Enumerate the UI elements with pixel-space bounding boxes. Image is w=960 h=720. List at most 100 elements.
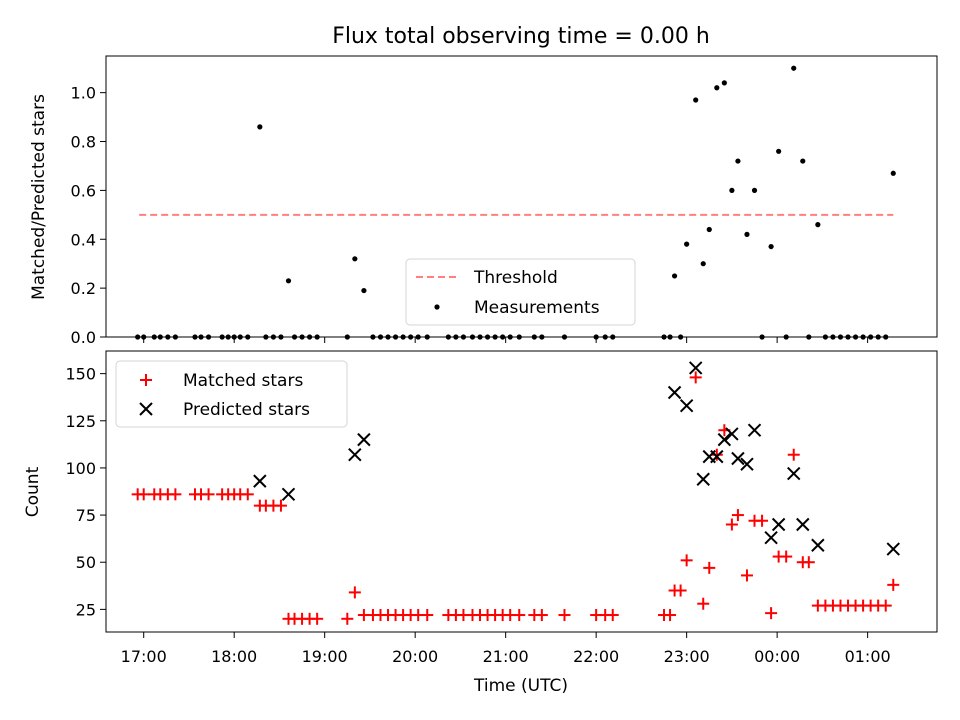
- matched-star-point: [241, 488, 254, 501]
- measurement-point: [714, 85, 720, 91]
- count-xtick-label: 19:00: [302, 647, 348, 666]
- matched-star-point: [765, 607, 778, 620]
- matched-star-point: [137, 488, 150, 501]
- measurement-point: [361, 287, 367, 294]
- measurement-point: [800, 158, 806, 164]
- ratio-panel: 0.0 0.2 0.4 0.6 0.8 1.0 Matched/Predicted sta…: [29, 55, 938, 347]
- measurement-point: [751, 187, 758, 193]
- count-ylabel: Count: [23, 466, 43, 517]
- count-xtick-label: 20:00: [392, 647, 438, 666]
- ratio-ylabel: Matched/Predicted stars: [29, 94, 49, 300]
- count-legend-box: [115, 360, 348, 428]
- ratio-ytick-label: 1.0: [71, 84, 96, 103]
- measurement-point: [693, 97, 699, 103]
- measurement-point: [721, 80, 727, 86]
- measurement-point: [744, 231, 750, 237]
- measurement-point: [257, 124, 263, 130]
- measurement-point: [706, 226, 712, 233]
- measurement-point: [776, 148, 782, 154]
- count-xtick-label: 18:00: [211, 647, 257, 666]
- predicted-star-point: [281, 487, 296, 502]
- matched-star-point: [710, 448, 723, 461]
- ratio-ytick-label: 0.6: [71, 181, 96, 200]
- matched-star-point: [348, 586, 361, 599]
- legend-threshold-label: Threshold: [473, 268, 558, 288]
- count-axes-ticks: 25 50 75 100 125 150 17:00 18:00 19:00 20:00 21:00…: [65, 365, 890, 666]
- matched-star-point: [756, 514, 769, 527]
- predicted-star-point-b: [771, 517, 786, 532]
- count-xtick-label: 22:00: [573, 647, 619, 666]
- legend-predicted-swatch: [139, 402, 153, 416]
- predicted-star-point-b: [357, 432, 371, 447]
- ratio-ytick-label: 0.8: [71, 133, 96, 152]
- predicted-star-point-b: [787, 466, 801, 481]
- ratio-ytick-label: 0.2: [71, 279, 96, 298]
- ratio-axes-frame: [105, 55, 938, 338]
- matched-star-point: [341, 612, 354, 625]
- predicted-star-point-b: [811, 538, 825, 552]
- predicted-star-point: [717, 432, 732, 447]
- predicted-star-point-b: [886, 542, 900, 556]
- matched-star-point: [703, 561, 716, 574]
- count-ytick-label: 50: [76, 553, 96, 572]
- measurement-point: [768, 243, 774, 250]
- predicted-star-point: [253, 474, 267, 488]
- predicted-star-point: [787, 466, 801, 481]
- predicted-star-point: [357, 432, 371, 447]
- predicted-star-point-b: [348, 448, 362, 462]
- matched-star-point: [725, 518, 738, 531]
- predicted-star-point: [725, 427, 739, 441]
- legend-measurement-label: Measurements: [474, 298, 600, 318]
- legend-predicted-swatch-b: [139, 402, 153, 416]
- matched-star-point: [731, 509, 744, 522]
- legend-matched-swatch: [140, 374, 152, 386]
- measurement-point: [700, 261, 706, 267]
- measurement-point: [285, 278, 292, 284]
- matched-star-point: [421, 609, 434, 622]
- predicted-star-point-b: [710, 449, 724, 464]
- matched-star-point: [740, 569, 753, 582]
- legend-predicted-label: Predicted stars: [183, 400, 310, 420]
- matched-star-point: [169, 488, 182, 501]
- predicted-star-point-b: [747, 423, 762, 437]
- predicted-star-point-b: [281, 487, 296, 502]
- matched-star-point: [535, 609, 548, 622]
- matched-star-point: [274, 499, 287, 512]
- legend-measurement-swatch: [434, 304, 440, 310]
- predicted-star-point: [886, 542, 900, 556]
- count-legend: Matched stars Predicted stars: [115, 360, 348, 428]
- predicted-star-point-b: [764, 530, 778, 545]
- legend-matched-label: Matched stars: [183, 371, 303, 391]
- measurement-point: [352, 256, 358, 262]
- ratio-legend: Threshold Measurements: [405, 258, 636, 326]
- ratio-axes-ticks: 0.0 0.2 0.4 0.6 0.8 1.0: [71, 84, 869, 347]
- count-xtick-label: 17:00: [121, 647, 167, 666]
- predicted-star-point: [667, 385, 682, 400]
- predicted-star-point-b: [796, 517, 810, 532]
- measurement-point: [791, 65, 797, 71]
- predicted-star-point: [764, 530, 778, 545]
- count-ytick-label: 125: [65, 412, 96, 431]
- count-xtick-label: 00:00: [754, 647, 800, 666]
- count-axes-frame: [105, 350, 938, 633]
- predicted-star-point: [740, 457, 754, 471]
- matched-star-point: [780, 550, 793, 563]
- ratio-legend-box: [405, 258, 636, 326]
- count-ytick-label: 100: [65, 459, 96, 478]
- matched-star-point: [689, 371, 702, 384]
- predicted-star-point-b: [725, 427, 739, 441]
- predicted-star-point-b: [696, 472, 710, 486]
- predicted-star-point: [348, 448, 362, 462]
- matched-star-point: [558, 609, 571, 622]
- matched-star-point: [664, 609, 677, 622]
- predicted-star-point: [796, 517, 810, 532]
- measurement-point: [735, 158, 741, 164]
- measurement-point: [729, 187, 735, 193]
- predicted-star-point: [696, 472, 710, 486]
- count-xtick-label: 23:00: [664, 647, 710, 666]
- ratio-ytick-label: 0.4: [71, 230, 96, 249]
- x-axis-label: Time (UTC): [473, 676, 568, 696]
- matched-star-point: [513, 609, 526, 622]
- count-xtick-label: 21:00: [483, 647, 529, 666]
- predicted-star-point-b: [679, 398, 694, 413]
